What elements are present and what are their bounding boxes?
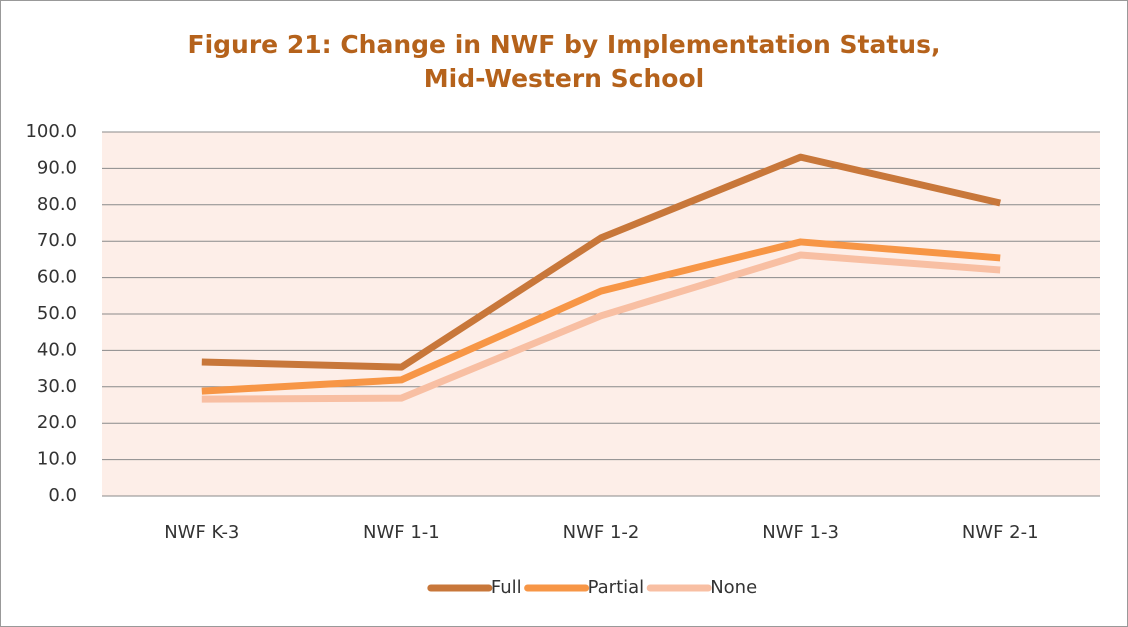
y-tick-label: 100.0 — [25, 121, 77, 142]
y-tick-label: 10.0 — [37, 449, 77, 470]
series-line — [201, 238, 1001, 395]
y-tick-label: 20.0 — [37, 412, 77, 433]
x-tick-label: NWF K-3 — [164, 522, 239, 543]
legend-label: Full — [491, 577, 522, 598]
legend-label: None — [710, 577, 757, 598]
y-tick-label: 70.0 — [37, 230, 77, 251]
x-tick-label: NWF 2-1 — [962, 522, 1039, 543]
x-tick-label: NWF 1-3 — [762, 522, 839, 543]
y-tick-label: 30.0 — [37, 376, 77, 397]
y-tick-label: 60.0 — [37, 267, 77, 288]
x-tick-label: NWF 1-1 — [363, 522, 440, 543]
x-tick-label: NWF 1-2 — [563, 522, 640, 543]
y-tick-label: 0.0 — [48, 485, 77, 506]
series-line — [201, 251, 1001, 403]
y-tick-label: 80.0 — [37, 194, 77, 215]
y-tick-label: 90.0 — [37, 157, 77, 178]
chart-title: Figure 21: Change in NWF by Implementati… — [187, 30, 941, 93]
series-line — [201, 153, 1001, 371]
legend-label: Partial — [588, 577, 645, 598]
y-tick-label: 50.0 — [37, 303, 77, 324]
y-tick-label: 40.0 — [37, 339, 77, 360]
